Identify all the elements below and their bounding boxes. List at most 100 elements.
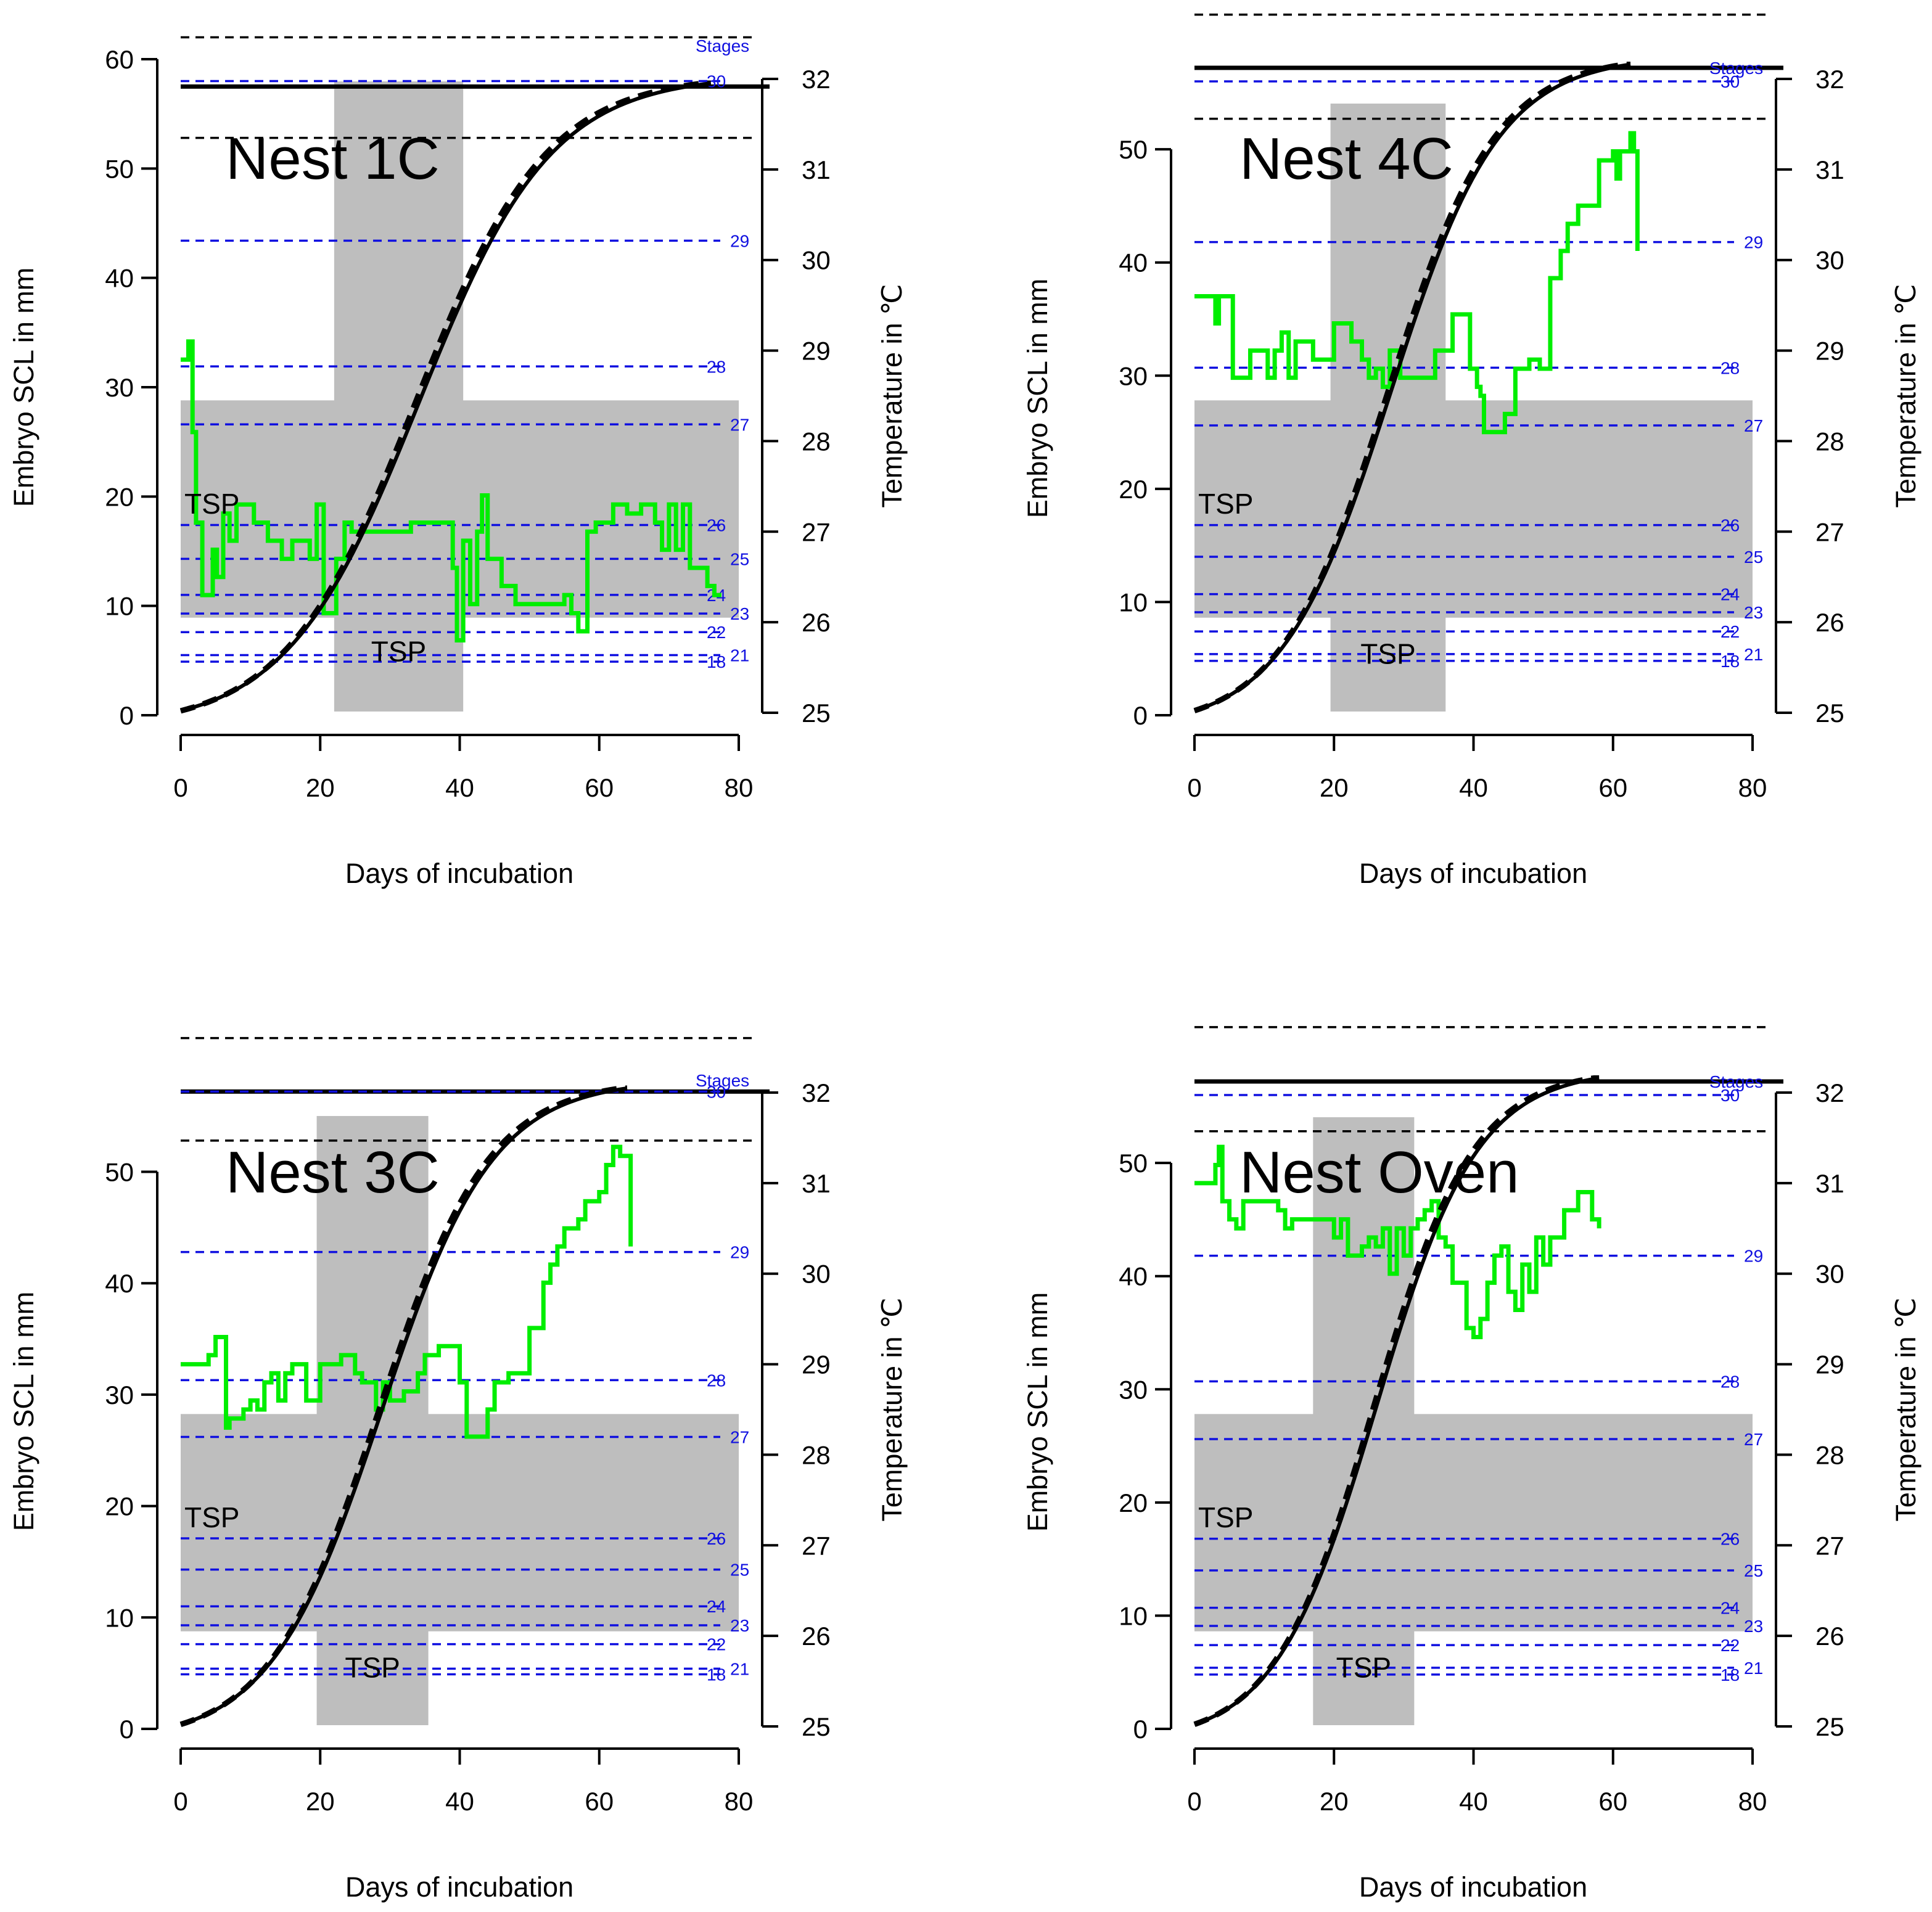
y-tick-label: 20 (105, 482, 134, 511)
stage-label: 24 (1720, 1599, 1740, 1618)
stage-label: 26 (707, 515, 726, 535)
tsp-temperature-band (181, 1414, 739, 1631)
y2-tick-label: 26 (802, 608, 831, 637)
tsp-temperature-label: TSP (184, 488, 239, 520)
panel-title: Nest 3C (226, 1139, 440, 1205)
stage-label: 28 (1720, 358, 1740, 377)
stage-label: 28 (1720, 1372, 1740, 1391)
stages-legend-label: Stages (1709, 59, 1763, 78)
x-tick-label: 40 (1459, 1787, 1488, 1816)
y-tick-label: 0 (1133, 701, 1148, 730)
x-tick-label: 0 (1187, 773, 1201, 802)
stage-label: 29 (1744, 1247, 1763, 1266)
stage-label: 22 (707, 1635, 726, 1654)
panel-title: Nest 4C (1239, 126, 1453, 192)
temperature-trace (1194, 131, 1640, 435)
y2-tick-label: 26 (1815, 608, 1844, 637)
x-tick-label: 80 (725, 773, 754, 802)
y2-axis-title: Temperature in ℃ (1890, 1297, 1922, 1521)
y-tick-label: 10 (105, 592, 134, 621)
y2-tick-label: 28 (802, 1440, 831, 1469)
y-tick-label: 0 (1133, 1715, 1148, 1744)
panel-nest-3c: 18 21222324252627282930Stages01020304050E… (8, 1036, 908, 1903)
stage-label: 25 (1744, 548, 1763, 567)
x-tick-label: 20 (306, 773, 335, 802)
y-tick-label: 50 (105, 154, 134, 183)
stage-label: 29 (730, 1243, 749, 1262)
y2-tick-label: 27 (1815, 1531, 1844, 1560)
panel-nest-4c: 18 21222324252627282930Stages01020304050E… (1022, 13, 1922, 889)
x-axis-title: Days of incubation (1359, 858, 1587, 889)
stages-legend-label: Stages (1709, 1072, 1763, 1091)
y2-tick-label: 26 (1815, 1622, 1844, 1651)
stages-legend-label: Stages (696, 1071, 749, 1090)
y-tick-label: 10 (105, 1603, 134, 1632)
y-tick-label: 40 (105, 264, 134, 293)
y2-tick-label: 30 (802, 246, 831, 275)
tsp-temperature-label: TSP (1198, 488, 1253, 520)
panel-nest-oven: 18 21222324252627282930Stages01020304050E… (1022, 1026, 1922, 1903)
tsp-temperature-label: TSP (1198, 1501, 1253, 1533)
x-tick-label: 40 (445, 1787, 474, 1816)
stage-label: 30 (1720, 72, 1740, 91)
y-axis-title: Embryo SCL in mm (1022, 1292, 1053, 1532)
stages-legend-label: Stages (696, 36, 749, 55)
y2-tick-label: 32 (802, 65, 831, 94)
y2-tick-label: 30 (1815, 1260, 1844, 1289)
y2-tick-label: 31 (1815, 155, 1844, 184)
x-axis-title: Days of incubation (345, 1871, 573, 1903)
x-tick-label: 80 (1738, 1787, 1767, 1816)
panel-title: Nest 1C (226, 126, 440, 192)
y2-tick-label: 28 (1815, 1440, 1844, 1469)
stage-label: 27 (730, 415, 749, 434)
y2-tick-label: 29 (1815, 1350, 1844, 1379)
x-tick-label: 0 (173, 773, 187, 802)
stage-label: 22 (1720, 622, 1740, 641)
y-tick-label: 40 (1119, 1262, 1148, 1291)
x-tick-label: 40 (1459, 773, 1488, 802)
panel-title: Nest Oven (1239, 1139, 1519, 1205)
y-tick-label: 30 (1119, 361, 1148, 390)
stage-label: 21 (730, 1659, 749, 1678)
y-tick-label: 50 (1119, 1149, 1148, 1178)
stage-label: 26 (1720, 516, 1740, 535)
y2-tick-label: 28 (802, 427, 831, 456)
y-tick-label: 30 (1119, 1375, 1148, 1404)
y2-axis-title: Temperature in ℃ (1890, 284, 1922, 507)
y2-tick-label: 31 (802, 155, 831, 184)
stage-label: 25 (730, 549, 749, 568)
stage-label: 25 (730, 1561, 749, 1580)
y-tick-label: 50 (105, 1157, 134, 1186)
x-tick-label: 60 (585, 1787, 614, 1816)
y-tick-label: 40 (105, 1269, 134, 1298)
x-tick-label: 20 (306, 1787, 335, 1816)
y-tick-label: 0 (120, 1715, 134, 1744)
stage-label: 26 (707, 1529, 726, 1548)
temperature-trace (181, 1144, 633, 1439)
x-tick-label: 80 (1738, 773, 1767, 802)
y2-tick-label: 31 (802, 1169, 831, 1198)
stage-label: 29 (730, 231, 749, 250)
y2-tick-label: 32 (1815, 1078, 1844, 1107)
tsp-day-label: TSP (1336, 1652, 1391, 1684)
y2-tick-label: 27 (802, 517, 831, 546)
stage-label: 30 (707, 1082, 726, 1101)
x-axis-title: Days of incubation (345, 858, 573, 889)
stage-label: 26 (1720, 1530, 1740, 1549)
x-tick-label: 0 (173, 1787, 187, 1816)
stage-label: 27 (1744, 416, 1763, 435)
y2-tick-label: 25 (802, 699, 831, 728)
x-tick-label: 40 (445, 773, 474, 802)
y-tick-label: 60 (105, 45, 134, 74)
x-tick-label: 60 (1598, 773, 1627, 802)
y2-tick-label: 30 (802, 1260, 831, 1289)
tsp-temperature-label: TSP (184, 1501, 239, 1533)
y-tick-label: 40 (1119, 248, 1148, 277)
y2-axis-title: Temperature in ℃ (876, 284, 908, 507)
stage-label: 21 (1744, 1659, 1763, 1678)
y-axis-title: Embryo SCL in mm (8, 1292, 39, 1531)
y2-tick-label: 27 (1815, 517, 1844, 546)
tsp-temperature-band (181, 400, 739, 618)
tsp-temperature-band (1194, 400, 1753, 618)
tsp-day-label: TSP (371, 635, 426, 667)
